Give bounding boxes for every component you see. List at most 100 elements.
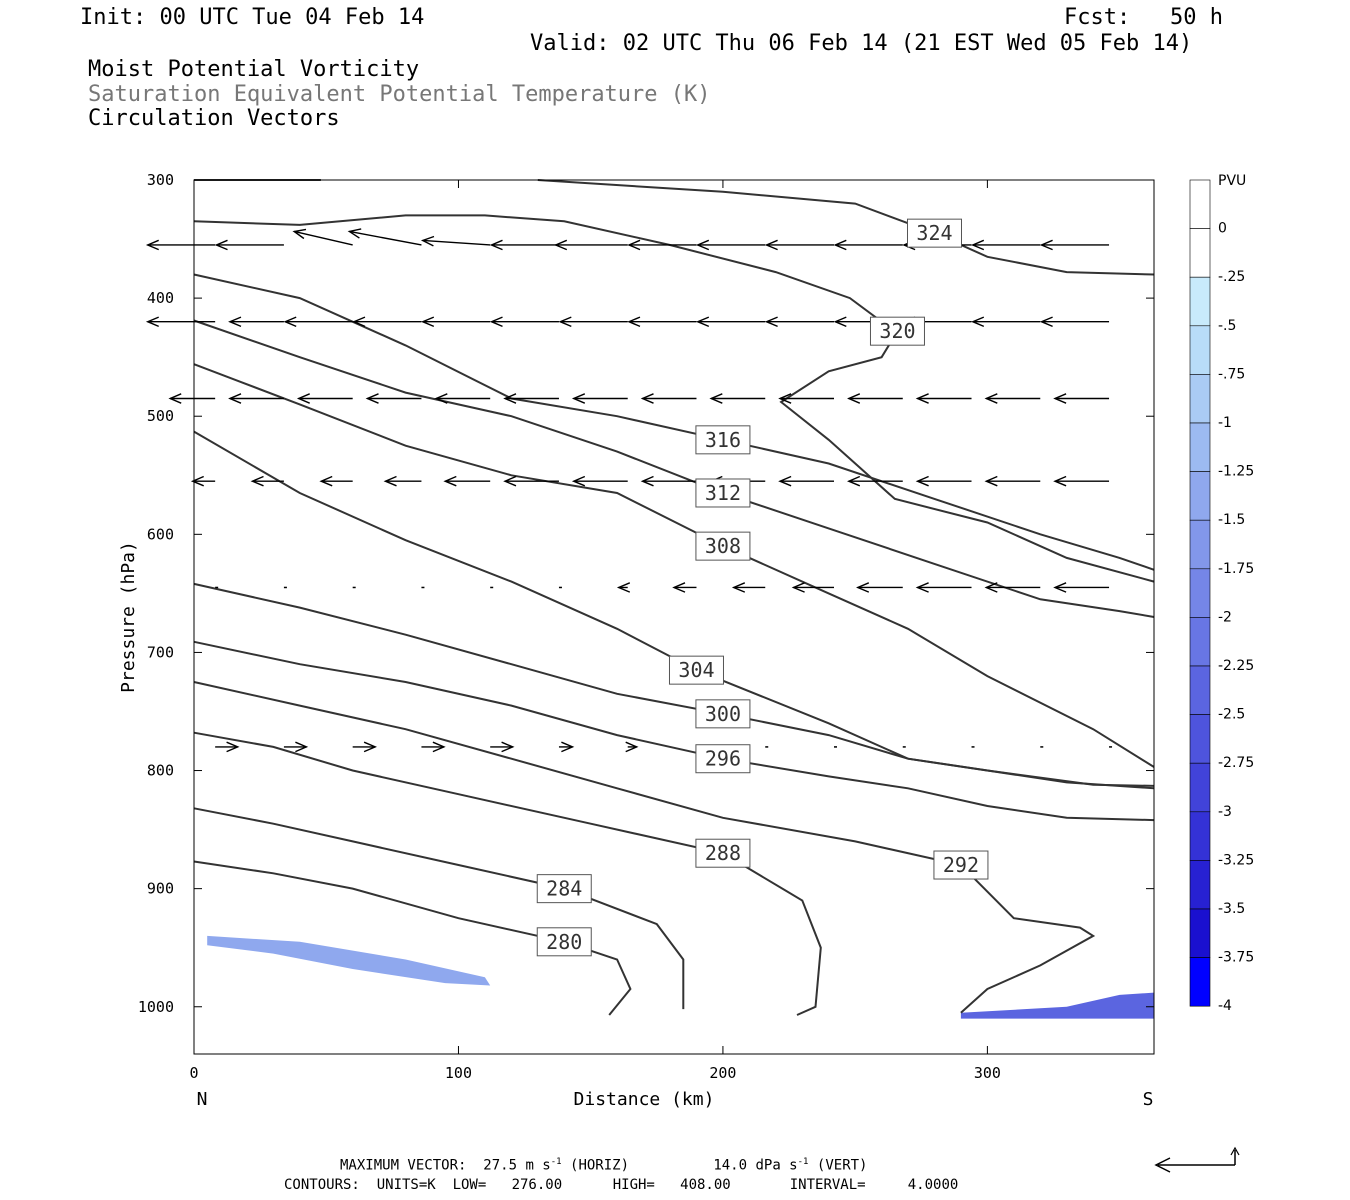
- colorbar-level: -2.75: [1218, 755, 1254, 771]
- vector-head: [365, 393, 379, 404]
- y-tick-label-800: 800: [147, 762, 174, 780]
- vector-head: [984, 393, 998, 404]
- horiz-tag: (HORIZ): [570, 1157, 630, 1174]
- vert-tag: (VERT): [816, 1157, 868, 1174]
- y-axis-title: Pressure (hPa): [118, 541, 139, 693]
- vector-head: [695, 239, 710, 251]
- vector-3-13: [1053, 475, 1110, 487]
- x-tick-label-0: 0: [189, 1064, 198, 1082]
- vector-head: [434, 393, 448, 404]
- vector-head: [764, 316, 778, 328]
- vector-head: [228, 393, 242, 404]
- vector-0-13: [1039, 239, 1110, 251]
- vector-5-6: [625, 741, 639, 753]
- vector-2-9: [778, 393, 834, 404]
- contour-label-288: 288: [695, 838, 751, 868]
- colorbar-swatch: [1189, 374, 1211, 424]
- vector-head: [1039, 316, 1053, 328]
- vector-2-3: [365, 393, 422, 404]
- vector-3-12: [984, 475, 1041, 487]
- contour-label-box: [933, 850, 989, 880]
- colorbar-level: -.25: [1218, 269, 1245, 285]
- vector-0-7: [627, 239, 697, 251]
- vector-head: [571, 393, 586, 404]
- vector-2-12: [984, 393, 1041, 404]
- plot-frame: [193, 179, 1155, 1055]
- colorbar-swatch: [1189, 957, 1211, 1007]
- vector-1-9: [764, 316, 834, 328]
- vector-head: [778, 393, 792, 404]
- vector-head: [915, 393, 929, 404]
- axes: 0 100 200 300 300 400 500 600 700 800 900 1000 Dista…: [118, 171, 1155, 1110]
- vector-0-3: [347, 228, 422, 246]
- contour-label-box: [695, 699, 751, 729]
- vector-head: [250, 475, 264, 487]
- vector-head: [145, 316, 159, 328]
- contour-label-text: 308: [705, 534, 741, 558]
- vector-1-4: [420, 316, 491, 328]
- contour-label-box: [869, 316, 925, 346]
- field-title-theta-es: Saturation Equivalent Potential Temperat…: [88, 82, 711, 107]
- forecast-hour: Fcst: 50 h: [1064, 5, 1223, 30]
- x-tick-label-300: 300: [974, 1064, 1001, 1082]
- vector-head: [640, 393, 654, 404]
- vector-head: [443, 475, 457, 487]
- vector-4-12: [984, 582, 1041, 593]
- contour-label-292: 292: [933, 850, 989, 880]
- vector-shaft: [294, 230, 353, 246]
- vector-head: [420, 316, 435, 328]
- vector-head: [168, 393, 182, 404]
- colorbar-swatch: [1189, 471, 1211, 521]
- colorbar-swatch: [1189, 228, 1211, 278]
- vector-2-8: [709, 393, 766, 404]
- vector-head: [971, 239, 985, 251]
- contour-label-308: 308: [695, 531, 751, 561]
- contour-label-text: 312: [705, 481, 741, 505]
- vector-head: [363, 741, 377, 753]
- colorbar-swatch: [1189, 519, 1211, 570]
- colorbar-swatch: [1189, 860, 1211, 910]
- vector-2-13: [1053, 393, 1110, 404]
- vector-1-8: [695, 316, 766, 328]
- max-vector-line: MAXIMUM VECTOR: 27.5 m s-1 (HORIZ) 14.0 …: [340, 1157, 867, 1174]
- contour-label-box: [536, 874, 592, 904]
- vector-head: [296, 393, 310, 404]
- contour-label-text: 288: [705, 841, 741, 865]
- contour-label-text: 300: [705, 702, 741, 726]
- colorbar-title: PVU: [1218, 173, 1246, 189]
- vector-head: [228, 316, 242, 328]
- colorbar-swatch: [1189, 179, 1211, 229]
- y-tick-label-700: 700: [147, 643, 174, 661]
- vector-2-1: [228, 393, 284, 404]
- vector-2-2: [296, 393, 353, 404]
- init-time: Init: 00 UTC Tue 04 Feb 14: [80, 5, 425, 30]
- circulation-vectors: [145, 228, 1113, 753]
- vector-3-6: [571, 475, 628, 487]
- vector-head: [984, 475, 998, 487]
- vector-3-2: [319, 475, 353, 487]
- colorbar-swatch: [1189, 908, 1211, 958]
- contour-312: [193, 319, 1155, 618]
- vector-0-0: [145, 239, 216, 251]
- north-label: N: [197, 1089, 208, 1110]
- vector-head: [1053, 393, 1067, 404]
- vector-3-1: [250, 475, 284, 487]
- colorbar-level: -2: [1218, 609, 1232, 625]
- y-tick-label-600: 600: [147, 525, 174, 543]
- y-tick-label-300: 300: [147, 171, 174, 189]
- max-vector-label: MAXIMUM VECTOR:: [340, 1157, 467, 1174]
- vector-head: [214, 239, 228, 251]
- vector-5-5: [558, 741, 575, 753]
- south-label: S: [1143, 1089, 1154, 1110]
- vector-3-0: [190, 475, 216, 487]
- vector-head: [561, 741, 575, 753]
- vector-head: [856, 582, 870, 593]
- vector-head: [489, 239, 503, 251]
- contour-label-text: 284: [546, 877, 582, 901]
- pv-shading: [194, 918, 1154, 1019]
- vector-5-1: [283, 741, 309, 753]
- contour-label-280: 280: [536, 927, 592, 957]
- vector-head: [672, 582, 686, 593]
- colorbar-level: -1.5: [1218, 512, 1245, 528]
- vector-head: [616, 582, 631, 593]
